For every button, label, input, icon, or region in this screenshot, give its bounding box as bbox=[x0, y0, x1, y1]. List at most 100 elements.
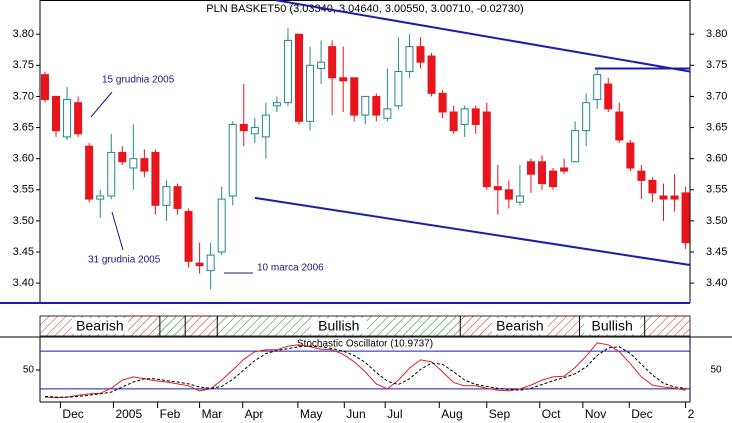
candle-body bbox=[228, 123, 237, 197]
x-tick-label: Sep bbox=[489, 407, 511, 421]
band-label-bg bbox=[491, 318, 548, 334]
candle-body bbox=[593, 74, 602, 101]
candle-body bbox=[206, 254, 215, 272]
y-tick-label: 3.75 bbox=[13, 59, 34, 71]
candle-body bbox=[405, 46, 414, 73]
candle-body bbox=[217, 198, 226, 253]
y-tick-label: 3.40 bbox=[706, 277, 727, 289]
candle-body bbox=[184, 211, 193, 262]
trend-line bbox=[274, 0, 691, 73]
candle-body bbox=[239, 123, 248, 132]
y-tick-label: 3.50 bbox=[706, 215, 727, 227]
candle-body bbox=[394, 71, 403, 107]
annotation: 10 marca 2006 bbox=[257, 263, 324, 274]
candle-body bbox=[129, 158, 138, 169]
chart-title: PLN BASKET50 (3.03340, 3.04640, 3.00550,… bbox=[206, 3, 523, 15]
candle-body bbox=[604, 83, 613, 110]
x-tick-label: Apr bbox=[245, 407, 264, 421]
y-tick-label: 3.45 bbox=[706, 246, 727, 258]
band-label: Bullish bbox=[318, 318, 359, 334]
candle-body bbox=[173, 186, 182, 209]
x-tick-label: May bbox=[300, 407, 323, 421]
y-tick-label: 3.60 bbox=[13, 153, 34, 165]
x-tick-label: Oct bbox=[542, 407, 561, 421]
annotation: 15 grudnia 2005 bbox=[102, 75, 175, 86]
candle-body bbox=[74, 102, 83, 135]
candle-body bbox=[250, 127, 259, 135]
x-tick-label: Aug bbox=[441, 407, 462, 421]
candle-body bbox=[681, 192, 690, 244]
candle-body bbox=[582, 102, 591, 132]
x-tick-label: Mar bbox=[202, 407, 223, 421]
candle-body bbox=[40, 74, 49, 101]
candle-body bbox=[560, 167, 569, 172]
band-label: Bullish bbox=[592, 318, 633, 334]
candle-body bbox=[526, 161, 535, 175]
y-tick-label: 3.75 bbox=[706, 59, 727, 71]
y-tick-label: 3.50 bbox=[13, 215, 34, 227]
band-label: Bearish bbox=[496, 318, 543, 334]
y-tick-label: 3.55 bbox=[13, 184, 34, 196]
candle-body bbox=[482, 111, 491, 188]
candle-body bbox=[615, 111, 624, 141]
y-tick-label: 50 bbox=[23, 365, 35, 376]
candle-body bbox=[416, 46, 425, 63]
y-tick-label: 3.55 bbox=[706, 184, 727, 196]
candle-body bbox=[537, 161, 546, 185]
candle-body bbox=[52, 95, 61, 132]
candle-body bbox=[272, 102, 281, 107]
oscillator-line bbox=[44, 342, 686, 399]
candle-body bbox=[295, 33, 304, 122]
y-tick-label: 3.65 bbox=[13, 121, 34, 133]
candle-body bbox=[438, 92, 447, 113]
band-label: Bearish bbox=[76, 318, 123, 334]
y-tick-label: 3.60 bbox=[706, 153, 727, 165]
candle-body bbox=[63, 99, 72, 138]
candle-body bbox=[493, 186, 502, 191]
candle-body bbox=[317, 61, 326, 69]
x-tick-label: Jun bbox=[346, 407, 365, 421]
y-tick-label: 3.70 bbox=[706, 90, 727, 102]
annotation: 31 grudnia 2005 bbox=[88, 255, 161, 266]
x-tick-label: 2 bbox=[688, 407, 695, 421]
signal-band bbox=[644, 315, 691, 337]
y-tick-label: 3.80 bbox=[706, 28, 727, 40]
candle-body bbox=[96, 195, 105, 200]
y-tick-label: 3.70 bbox=[13, 90, 34, 102]
signal-band bbox=[184, 315, 218, 337]
y-tick-label: 3.65 bbox=[706, 121, 727, 133]
candle-body bbox=[460, 108, 469, 125]
y-tick-label: 3.45 bbox=[13, 246, 34, 258]
oscillator-title: Stochastic Oscillator (10.9737) bbox=[297, 339, 433, 350]
candle-body bbox=[549, 170, 558, 188]
candle-body bbox=[504, 189, 513, 200]
candle-body bbox=[339, 77, 348, 82]
candle-body bbox=[471, 108, 480, 125]
candle-body bbox=[261, 114, 270, 138]
candle-body bbox=[283, 39, 292, 104]
x-tick-label: 2005 bbox=[115, 407, 142, 421]
candle-body bbox=[372, 95, 381, 116]
candle-body bbox=[140, 158, 149, 172]
trend-line bbox=[254, 196, 691, 267]
candle-body bbox=[383, 108, 392, 119]
annotation-pointer bbox=[111, 211, 124, 251]
y-tick-label: 3.80 bbox=[13, 28, 34, 40]
x-tick-label: Jul bbox=[387, 407, 402, 421]
candle-body bbox=[449, 111, 458, 132]
x-tick-label: Feb bbox=[160, 407, 181, 421]
candle-body bbox=[648, 179, 657, 194]
candle-body bbox=[515, 195, 524, 203]
signal-band bbox=[159, 315, 186, 337]
candle-body bbox=[571, 130, 580, 163]
candle-body bbox=[350, 77, 359, 116]
y-tick-label: 3.40 bbox=[13, 277, 34, 289]
candle-body bbox=[85, 145, 94, 200]
x-tick-label: Nov bbox=[585, 407, 606, 421]
x-tick-label: Dec bbox=[62, 407, 83, 421]
candle-body bbox=[361, 95, 370, 116]
y-tick-label: 50 bbox=[710, 365, 722, 376]
